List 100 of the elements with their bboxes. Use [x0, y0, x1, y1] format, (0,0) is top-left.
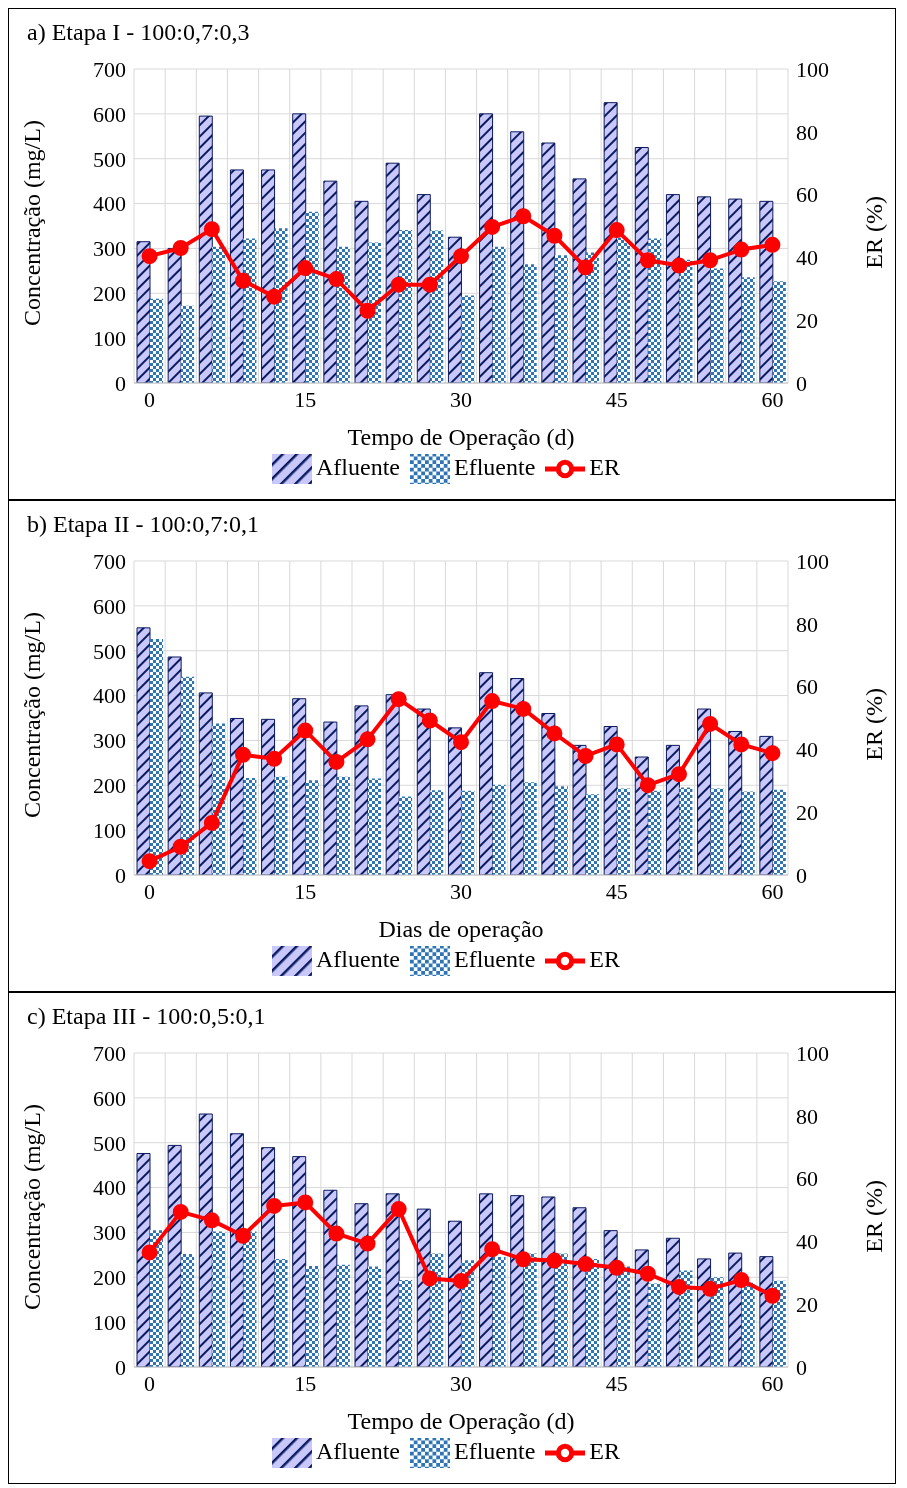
legend-label: Efluente: [454, 1437, 536, 1464]
bar: [479, 672, 494, 875]
bar: [150, 298, 163, 383]
bar: [305, 211, 319, 383]
point: [266, 750, 283, 767]
bar: [648, 790, 662, 875]
y-tick-label: 700: [93, 1040, 126, 1066]
bar: [461, 790, 475, 875]
y2-tick-label: 60: [796, 1166, 818, 1192]
y2-tick-label: 80: [796, 1103, 818, 1129]
bar: [243, 1231, 257, 1367]
point: [764, 236, 781, 253]
x-tick-label: 0: [144, 878, 156, 904]
bar: [697, 708, 712, 875]
bar: [648, 238, 662, 383]
point: [421, 1270, 438, 1287]
y-tick-label: 500: [93, 1130, 126, 1156]
bar: [136, 241, 151, 383]
bar: [679, 787, 693, 875]
bar: [136, 627, 151, 875]
bar: [572, 178, 587, 383]
point: [546, 725, 563, 742]
bar: [323, 721, 338, 875]
y-tick-label: 600: [93, 101, 126, 127]
bar: [572, 744, 587, 875]
bar: [759, 1256, 774, 1367]
x-tick-label: 30: [450, 386, 472, 412]
bar: [305, 1266, 319, 1367]
bar: [167, 1144, 182, 1367]
bar: [198, 115, 213, 383]
bar: [292, 698, 307, 875]
point: [235, 272, 251, 289]
bar: [430, 230, 444, 383]
x-tick-label: 45: [605, 878, 628, 904]
bar: [305, 780, 319, 875]
bar: [368, 778, 381, 875]
bar: [710, 1277, 724, 1367]
bar: [648, 1283, 662, 1367]
y-tick-label: 300: [93, 236, 126, 262]
bar: [492, 784, 506, 875]
bar: [510, 678, 525, 875]
y-tick-label: 200: [93, 281, 126, 307]
y-tick-label: 100: [93, 817, 126, 843]
bar: [430, 790, 444, 875]
point: [702, 1280, 719, 1297]
point: [733, 736, 750, 753]
x-tick-label: 45: [605, 386, 628, 412]
bar: [336, 1264, 350, 1367]
y-tick-label: 0: [115, 862, 126, 888]
bar: [385, 1193, 400, 1367]
bar: [617, 788, 631, 875]
y-tick-label: 200: [93, 1265, 126, 1291]
bar: [292, 1156, 307, 1367]
bar: [759, 200, 774, 383]
y-tick-label: 300: [93, 1220, 126, 1246]
y-tick-label: 0: [115, 370, 126, 396]
bar: [150, 1230, 163, 1367]
y2-tick-label: 100: [796, 548, 829, 574]
y-tick-label: 300: [93, 728, 126, 754]
y-tick-label: 500: [93, 638, 126, 664]
y2-tick-label: 80: [796, 119, 818, 145]
point: [328, 271, 345, 288]
point: [515, 208, 532, 225]
x-tick-label: 15: [294, 1370, 317, 1396]
point: [172, 838, 189, 855]
bar: [492, 1257, 506, 1367]
point: [390, 276, 407, 293]
bar: [212, 723, 226, 875]
y2-tick-label: 20: [796, 800, 818, 826]
point: [733, 1272, 750, 1289]
point: [546, 1252, 563, 1269]
bar: [741, 791, 755, 875]
point: [266, 1197, 283, 1214]
point: [577, 747, 594, 764]
y2-tick-label: 0: [796, 370, 807, 396]
bar: [181, 1253, 195, 1367]
bar: [541, 713, 556, 875]
y2-axis-title: ER (%): [860, 688, 887, 761]
y-axis-title: Concentração (mg/L): [18, 120, 45, 326]
point: [421, 276, 438, 293]
y-tick-label: 400: [93, 191, 126, 217]
bar: [741, 277, 755, 383]
bar: [603, 102, 618, 383]
bar: [399, 1279, 413, 1367]
point: [141, 248, 158, 265]
bar: [461, 295, 475, 383]
point: [671, 766, 687, 783]
point: [141, 1244, 158, 1261]
point: [484, 1241, 501, 1258]
bar: [261, 718, 276, 875]
point: [733, 241, 750, 258]
point: [577, 1256, 594, 1273]
bar: [541, 142, 556, 383]
point: [671, 257, 687, 274]
chart-title: b) Etapa II - 100:0,7:0,1: [27, 511, 259, 538]
bar: [679, 259, 693, 383]
y2-tick-label: 40: [796, 1229, 818, 1255]
bar: [710, 268, 724, 383]
bar: [586, 252, 599, 383]
bar: [416, 708, 431, 875]
